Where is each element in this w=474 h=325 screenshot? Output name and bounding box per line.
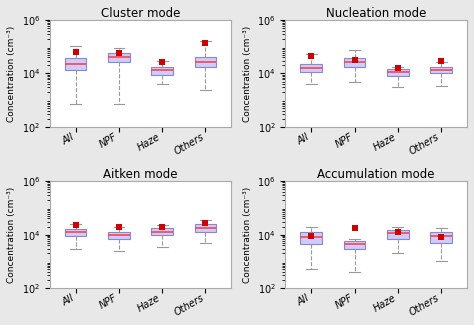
PathPatch shape: [387, 230, 409, 239]
PathPatch shape: [430, 232, 452, 243]
Y-axis label: Concentration (cm⁻³): Concentration (cm⁻³): [243, 25, 252, 122]
Title: Cluster mode: Cluster mode: [101, 7, 180, 20]
Y-axis label: Concentration (cm⁻³): Concentration (cm⁻³): [7, 25, 16, 122]
PathPatch shape: [108, 231, 130, 239]
PathPatch shape: [301, 231, 322, 244]
PathPatch shape: [344, 240, 365, 249]
PathPatch shape: [108, 53, 130, 61]
PathPatch shape: [344, 58, 365, 67]
Title: Aitken mode: Aitken mode: [103, 168, 178, 181]
Title: Nucleation mode: Nucleation mode: [326, 7, 427, 20]
PathPatch shape: [65, 58, 86, 71]
PathPatch shape: [387, 69, 409, 76]
PathPatch shape: [301, 64, 322, 72]
Title: Accumulation mode: Accumulation mode: [318, 168, 435, 181]
PathPatch shape: [195, 57, 216, 67]
PathPatch shape: [151, 67, 173, 75]
PathPatch shape: [151, 228, 173, 235]
PathPatch shape: [195, 225, 216, 231]
PathPatch shape: [430, 67, 452, 73]
Y-axis label: Concentration (cm⁻³): Concentration (cm⁻³): [243, 187, 252, 283]
PathPatch shape: [65, 229, 86, 236]
Y-axis label: Concentration (cm⁻³): Concentration (cm⁻³): [7, 187, 16, 283]
